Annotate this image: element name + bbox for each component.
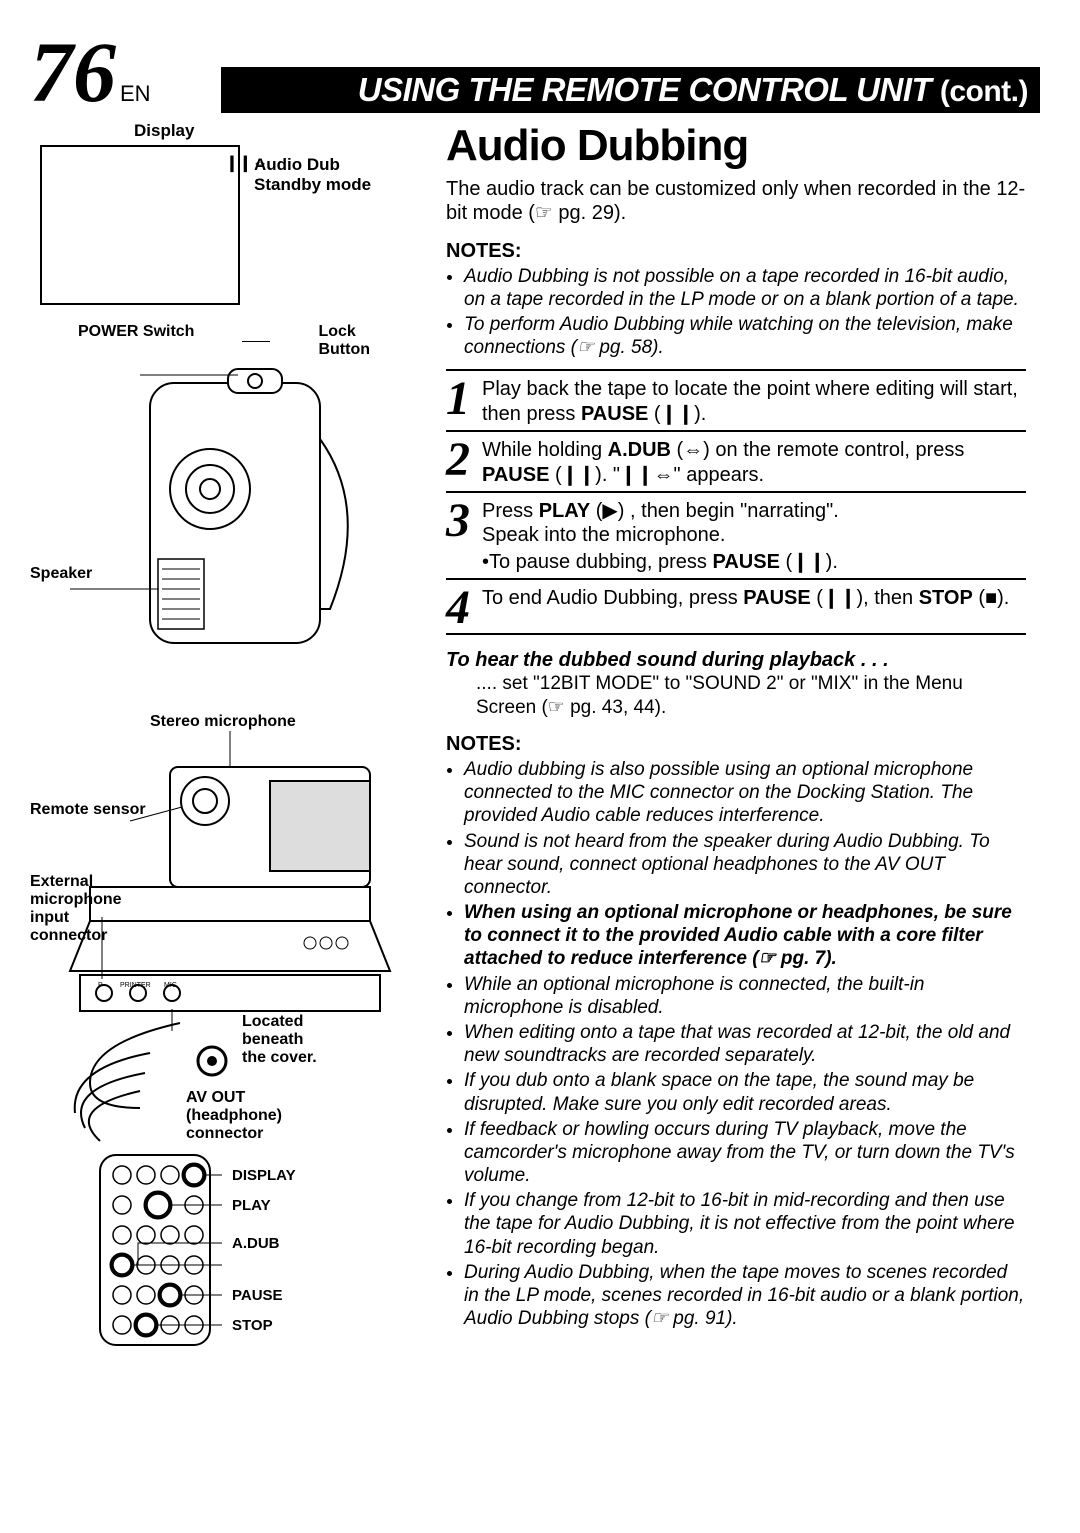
remote-label-adub: A.DUB <box>232 1235 280 1252</box>
notes2-item: During Audio Dubbing, when the tape move… <box>464 1261 1026 1331</box>
notes1-heading: NOTES: <box>446 240 1026 263</box>
step-number: 2 <box>446 438 482 487</box>
stereo-mic-label: Stereo microphone <box>150 713 410 731</box>
av-out-label: AV OUT(headphone)connector <box>186 1089 282 1143</box>
leader-line <box>242 341 270 342</box>
notes2-item: If you change from 12-bit to 16-bit in m… <box>464 1189 1026 1259</box>
notes2-list: Audio dubbing is also possible using an … <box>446 758 1026 1330</box>
remote-label-play: PLAY <box>232 1197 271 1214</box>
title-cont: (cont.) <box>940 75 1028 108</box>
notes2-item: When using an optional microphone or hea… <box>464 901 1026 971</box>
steps-block: 1 Play back the tape to locate the point… <box>446 369 1026 635</box>
playback-heading: To hear the dubbed sound during playback… <box>446 649 1026 672</box>
lock-button-label: LockButton <box>318 323 370 359</box>
page-header: 76 EN USING THE REMOTE CONTROL UNIT (con… <box>30 34 1040 113</box>
display-outline: ❙❙⇔ <box>40 145 240 305</box>
section-title: USING THE REMOTE CONTROL UNIT (cont.) <box>221 67 1040 113</box>
step-text: While holding A.DUB (⇔) on the remote co… <box>482 438 1026 487</box>
audio-dubbing-heading: Audio Dubbing <box>446 121 1026 171</box>
remote-label-display: DISPLAY <box>232 1167 296 1184</box>
docking-station-diagram: Stereo microphone P <box>30 713 410 1273</box>
remote-label-stop: STOP <box>232 1317 273 1334</box>
page-number: 76 <box>30 34 116 111</box>
intro-text: The audio track can be customized only w… <box>446 177 1026 226</box>
playback-body: .... set "12BIT MODE" to "SOUND 2" or "M… <box>446 672 1026 719</box>
remote-sensor-label: Remote sensor <box>30 801 146 819</box>
step-text: Play back the tape to locate the point w… <box>482 377 1026 426</box>
notes1-list: Audio Dubbing is not possible on a tape … <box>446 265 1026 360</box>
notes1-item: Audio Dubbing is not possible on a tape … <box>464 265 1026 311</box>
step: 1 Play back the tape to locate the point… <box>446 369 1026 430</box>
right-column: Audio Dubbing The audio track can be cus… <box>446 121 1026 1332</box>
power-switch-label: POWER Switch <box>78 323 194 359</box>
pause-dub-icon: ❙❙⇔ <box>225 153 268 173</box>
camcorder-illustration <box>30 359 390 689</box>
left-column: Display ❙❙⇔ Audio DubStandby mode POWER … <box>30 121 420 1332</box>
title-main: USING THE REMOTE CONTROL UNIT <box>358 71 931 108</box>
step-number: 3 <box>446 499 482 574</box>
notes2-item: Audio dubbing is also possible using an … <box>464 758 1026 828</box>
step: 4 To end Audio Dubbing, press PAUSE (❙❙)… <box>446 578 1026 635</box>
svg-text:PRINTER: PRINTER <box>120 982 151 989</box>
remote-control: DISPLAY PLAY A.DUB PAUSE STOP <box>94 1151 222 1351</box>
remote-illustration <box>94 1151 222 1351</box>
step-text: Press PLAY (▶) , then begin "narrating".… <box>482 499 839 574</box>
notes2-item: While an optional microphone is connecte… <box>464 973 1026 1019</box>
page-lang: EN <box>120 81 151 107</box>
step: 3 Press PLAY (▶) , then begin "narrating… <box>446 491 1026 578</box>
speaker-label: Speaker <box>30 565 92 583</box>
notes2-item: When editing onto a tape that was record… <box>464 1021 1026 1067</box>
notes2-item: Sound is not heard from the speaker duri… <box>464 830 1026 900</box>
notes1-item: To perform Audio Dubbing while watching … <box>464 313 1026 359</box>
step-number: 1 <box>446 377 482 426</box>
notes2-item: If you dub onto a blank space on the tap… <box>464 1069 1026 1115</box>
audio-dub-mode-label: Audio DubStandby mode <box>254 155 371 195</box>
step-text: To end Audio Dubbing, press PAUSE (❙❙), … <box>482 586 1009 629</box>
notes2-item: If feedback or howling occurs during TV … <box>464 1118 1026 1188</box>
svg-text:P: P <box>98 982 103 989</box>
camcorder-diagram: POWER Switch LockButton <box>30 323 410 703</box>
step-number: 4 <box>446 586 482 629</box>
located-label: Locatedbeneaththe cover. <box>242 1013 317 1067</box>
svg-text:MIC: MIC <box>164 982 177 989</box>
ext-mic-label: Externalmicrophoneinput connector <box>30 873 150 945</box>
display-label: Display <box>134 121 420 141</box>
step: 2 While holding A.DUB (⇔) on the remote … <box>446 430 1026 491</box>
notes2-heading: NOTES: <box>446 733 1026 756</box>
remote-label-pause: PAUSE <box>232 1287 283 1304</box>
manual-page: 76 EN USING THE REMOTE CONTROL UNIT (con… <box>0 0 1080 1533</box>
